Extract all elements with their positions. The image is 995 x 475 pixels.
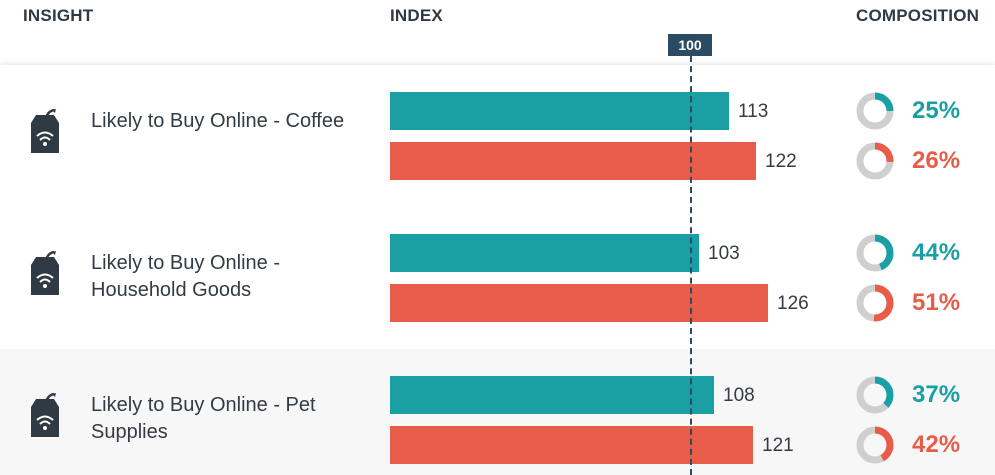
composition-header: COMPOSITION (856, 6, 980, 25)
composition-percent: 42% (912, 431, 961, 458)
composition-percent: 37% (912, 381, 961, 408)
reference-badge: 100 (668, 34, 712, 56)
composition-percent: 26% (912, 147, 961, 174)
index-bar (390, 376, 714, 414)
shopping-bag-wifi-icon (31, 251, 59, 295)
index-header: INDEX (390, 6, 443, 25)
reference-line (690, 56, 692, 475)
bar-value-label: 121 (762, 435, 794, 456)
index-bar (390, 92, 729, 130)
composition-donut (856, 284, 894, 322)
insight-label: Likely to Buy Online - Household Goods (91, 252, 280, 301)
index-bar (390, 284, 768, 322)
shopping-bag-wifi-icon (31, 393, 59, 437)
bar-value-label: 108 (723, 385, 755, 406)
bar-value-label: 126 (777, 293, 809, 314)
shopping-bag-wifi-icon (31, 109, 59, 153)
bar-value-label: 122 (765, 151, 797, 172)
donut-segment (856, 284, 894, 322)
insight-row: Likely to Buy Online - Household Goods (0, 207, 995, 349)
insight-header: INSIGHT (23, 6, 94, 25)
insight-label: Likely to Buy Online - Pet Supplies (91, 394, 316, 443)
insight-row: Likely to Buy Online - Coffee (0, 65, 995, 207)
donut-segment (856, 234, 894, 272)
composition-donut (856, 426, 894, 464)
donut-segment (856, 92, 894, 130)
composition-donut (856, 92, 894, 130)
composition-donut (856, 376, 894, 414)
index-bar (390, 234, 699, 272)
index-bar (390, 426, 753, 464)
donut-segment (856, 376, 894, 414)
bar-value-label: 113 (738, 101, 769, 122)
composition-donut (856, 234, 894, 272)
bar-value-label: 103 (708, 243, 740, 264)
index-bar (390, 142, 756, 180)
composition-percent: 25% (912, 97, 961, 124)
donut-segment (856, 142, 894, 180)
insight-label: Likely to Buy Online - Coffee (91, 110, 345, 132)
donut-segment (856, 426, 894, 464)
composition-donut (856, 142, 894, 180)
composition-percent: 44% (912, 239, 961, 266)
composition-percent: 51% (912, 289, 961, 316)
